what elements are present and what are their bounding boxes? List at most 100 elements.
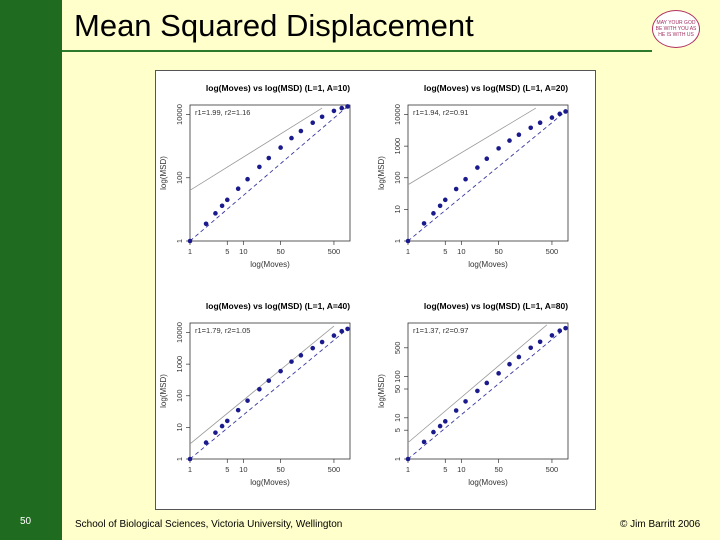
data-point [310,120,316,126]
x-tick-label: 5 [443,465,447,474]
x-tick-label: 5 [225,247,229,256]
x-axis-label: log(Moves) [250,260,290,269]
scatter-panel-2: log(Moves) vs log(MSD) (L=1, A=20) r1=1.9… [377,83,569,269]
y-tick-label: 500 [393,342,402,355]
data-point [528,345,534,351]
fit-annotation: r1=1.99, r2=1.16 [195,108,250,117]
data-point [421,221,427,226]
x-tick-label: 500 [546,247,559,256]
footer-institution: School of Biological Sciences, Victoria … [75,519,343,530]
data-point [549,115,555,120]
y-axis-label: log(MSD) [377,374,386,408]
y-tick-label: 1 [393,457,402,461]
data-point [345,104,350,109]
slide-number: 50 [20,516,32,527]
data-point [331,108,337,114]
data-point [219,423,225,429]
data-point [475,388,480,394]
footer-copyright: © Jim Barritt 2006 [620,519,701,530]
data-point [203,221,209,227]
plot-area-frame [407,104,569,242]
y-tick-label: 5 [393,428,402,432]
data-point [484,380,490,386]
data-point [319,114,325,120]
plot-area-frame [189,322,351,460]
data-point [224,197,230,203]
panel-title: log(Moves) vs log(MSD) (L=1, A=80) [424,301,568,311]
data-point [563,325,568,331]
y-tick-label: 10 [393,414,402,422]
x-tick-label: 5 [443,247,447,256]
scatter-panel-1: log(Moves) vs log(MSD) (L=1, A=10) r1=1.9… [159,83,351,269]
data-point [257,387,262,392]
y-tick-label: 1 [393,239,402,243]
data-point [187,238,193,244]
data-point [245,176,250,182]
reference-line [190,325,335,445]
x-tick-label: 10 [457,247,465,256]
scatter-panel-4: log(Moves) vs log(MSD) (L=1, A=80) r1=1.3… [377,301,569,487]
data-point [453,408,459,413]
scatter-panel-3: log(Moves) vs log(MSD) (L=1, A=40) r1=1.7… [159,301,351,487]
plot-area-frame [189,104,351,242]
y-tick-label: 10000 [175,322,184,343]
data-point [442,419,448,424]
y-tick-label: 100 [393,370,402,383]
y-tick-label: 100 [393,172,402,185]
data-point [310,345,316,351]
data-point [437,423,443,429]
data-point [563,109,568,114]
y-tick-label: 10000 [175,104,184,125]
x-tick-label: 10 [457,465,465,474]
data-point [266,155,272,161]
y-axis-label: log(MSD) [159,374,168,408]
data-point [319,339,325,345]
data-point [339,328,345,334]
data-point [537,339,543,345]
fit-annotation: r1=1.94, r2=0.91 [413,108,468,117]
reference-line [408,324,548,443]
y-axis-label: log(MSD) [377,156,386,190]
data-point [528,125,534,131]
title-underline [62,50,652,52]
x-tick-label: 50 [276,465,284,474]
x-tick-label: 1 [406,247,410,256]
data-point [213,211,218,216]
data-point [405,238,411,244]
panel-title: log(Moves) vs log(MSD) (L=1, A=40) [206,301,350,311]
data-point [235,407,241,413]
x-tick-label: 1 [188,247,192,256]
data-point [557,111,563,117]
data-point [463,176,468,182]
left-color-band [0,0,62,540]
fit-line [190,328,348,459]
data-point [463,399,468,404]
data-point [442,197,448,203]
fit-annotation: r1=1.79, r2=1.05 [195,326,250,335]
panel-title: log(Moves) vs log(MSD) (L=1, A=20) [424,83,568,93]
y-tick-label: 100 [175,172,184,185]
data-point [516,354,522,360]
data-point [245,398,250,403]
data-point [431,211,436,216]
fit-annotation: r1=1.37, r2=0.97 [413,326,468,335]
x-tick-label: 5 [225,465,229,474]
fit-line [408,327,566,459]
data-point [496,371,501,376]
data-point [405,456,411,462]
y-tick-label: 10 [393,205,402,213]
data-point [437,203,443,209]
msd-plot-grid: log(Moves) vs log(MSD) (L=1, A=10) r1=1.9… [159,83,569,487]
x-tick-label: 50 [494,247,502,256]
data-point [453,186,459,192]
data-point [484,156,490,162]
data-point [421,439,427,445]
fit-line [408,111,566,241]
y-tick-label: 100 [175,390,184,403]
y-axis-label: log(MSD) [159,156,168,190]
data-point [516,132,522,138]
data-point [298,353,304,358]
y-tick-label: 50 [393,385,402,393]
data-point [298,128,304,134]
